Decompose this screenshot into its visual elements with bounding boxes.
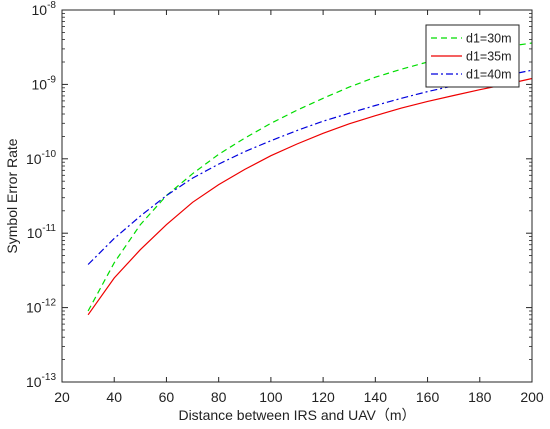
y-tick-base: 10 <box>32 2 48 18</box>
x-tick-label: 160 <box>416 389 440 405</box>
y-tick-label: 10-12 <box>26 298 56 316</box>
y-tick-base: 10 <box>26 151 42 167</box>
y-tick-label: 10-9 <box>32 74 57 92</box>
y-tick-exponent: -13 <box>42 372 57 383</box>
y-tick-base: 10 <box>27 225 43 241</box>
legend-label-3: d1=40m <box>466 68 512 82</box>
series-layer <box>87 42 533 316</box>
y-tick-exponent: -10 <box>42 149 57 160</box>
legend: d1=30m d1=35m d1=40m <box>425 24 520 88</box>
y-tick-exponent: -9 <box>47 74 56 85</box>
y-tick-label: 10-8 <box>32 0 57 18</box>
y-tick-base: 10 <box>26 374 42 390</box>
y-tick-base: 10 <box>32 76 48 92</box>
y-tick-label: 10-11 <box>27 223 57 241</box>
y-tick-label: 10-13 <box>26 372 56 390</box>
x-axis-label: Distance between IRS and UAV（m） <box>178 407 415 423</box>
series-line-1 <box>87 42 533 312</box>
x-tick-label: 80 <box>211 389 227 405</box>
x-tick-label: 100 <box>259 389 283 405</box>
y-tick-exponent: -11 <box>42 223 56 234</box>
x-tick-label: 20 <box>54 389 70 405</box>
x-tick-label: 200 <box>520 389 544 405</box>
y-tick-label: 10-10 <box>26 149 56 167</box>
y-tick-exponent: -8 <box>47 0 56 11</box>
x-tick-label: 60 <box>159 389 175 405</box>
x-tick-label: 40 <box>106 389 122 405</box>
y-axis-label: Symbol Error Rate <box>4 138 20 253</box>
x-tick-label: 180 <box>468 389 492 405</box>
plot-frame <box>61 9 533 383</box>
legend-label-2: d1=35m <box>466 50 512 64</box>
x-tick-label: 120 <box>311 389 335 405</box>
x-axis: 20 40 60 80 100 120 140 160 180 200 <box>54 10 544 405</box>
legend-label-1: d1=30m <box>466 32 512 46</box>
y-tick-base: 10 <box>26 300 42 316</box>
y-tick-exponent: -12 <box>42 298 57 309</box>
x-tick-label: 140 <box>364 389 388 405</box>
series-line-2 <box>87 77 533 316</box>
